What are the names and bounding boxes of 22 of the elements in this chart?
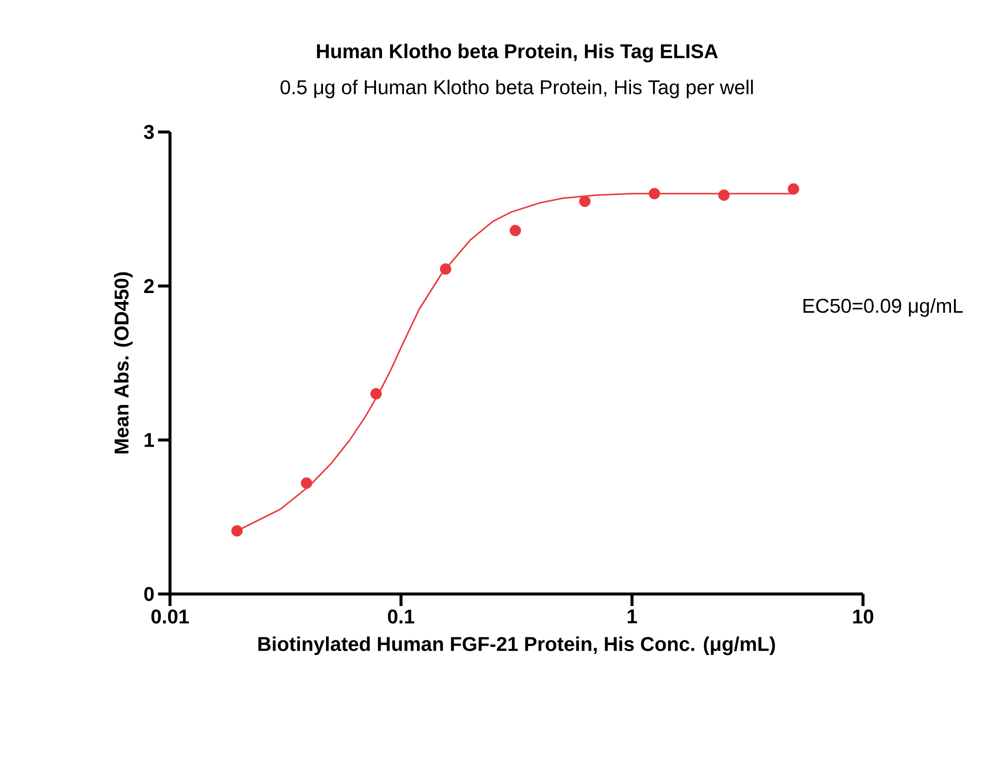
x-tick-label: 0.1: [388, 610, 414, 624]
point: [788, 183, 800, 195]
point: [300, 477, 312, 489]
chart-subtitle: 0.5 μg of Human Klotho beta Protein, His Tag per well: [280, 80, 753, 98]
chart-title: Human Klotho beta Protein, His Tag ELISA: [317, 44, 718, 62]
point: [718, 189, 730, 201]
x-axis-title: Biotinylated Human FGF-21 Protein, His Conc. (μg/mL): [258, 636, 775, 656]
point: [440, 263, 452, 275]
y-tick-label: 0: [144, 586, 154, 602]
y-tick-label: 3: [144, 124, 154, 140]
y-tick-label: 1: [144, 433, 154, 447]
point: [510, 224, 522, 236]
point: [648, 188, 660, 200]
y-tick-label: 2: [144, 279, 154, 293]
y-axis-title: Mean Abs. (OD450): [114, 272, 133, 454]
point: [231, 525, 243, 537]
x-tick-label: 0.01: [151, 610, 189, 624]
x-tick-label: 1: [628, 610, 637, 624]
annotation: EC50=0.09 μg/mL: [804, 298, 963, 317]
point: [370, 388, 382, 400]
point: [579, 196, 591, 207]
x-tick-label: 10: [853, 610, 874, 624]
